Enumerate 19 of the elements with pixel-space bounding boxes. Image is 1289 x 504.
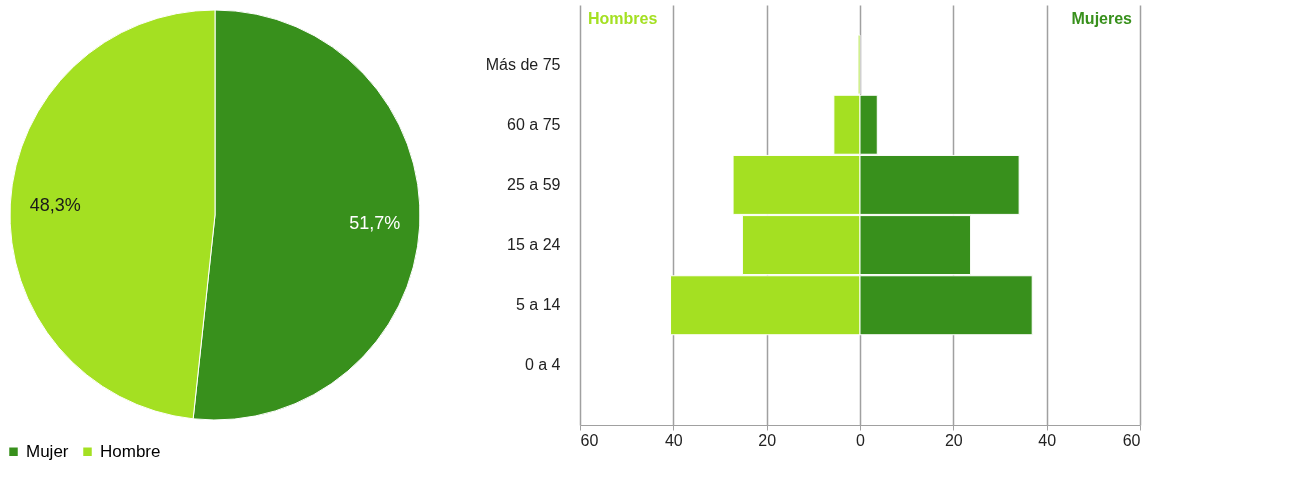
text: Mujeres bbox=[1071, 10, 1133, 27]
x-tick-label: 20 bbox=[944, 431, 963, 449]
x-tick-label: 40 bbox=[664, 431, 683, 449]
legend-label: Hombre bbox=[100, 441, 161, 461]
legend-label: Mujer bbox=[26, 441, 69, 461]
y-tick-label: Más de 75 bbox=[485, 55, 561, 73]
y-tick-label: 0 a 4 bbox=[524, 356, 561, 374]
x-tick-label: 60 bbox=[1122, 431, 1141, 449]
y-tick-label: 25 a 59 bbox=[507, 175, 561, 193]
y-tick-label: 5 a 14 bbox=[516, 296, 561, 314]
x-tick-label: 40 bbox=[1038, 431, 1057, 449]
text: Hombres bbox=[588, 10, 658, 27]
x-tick-label: 20 bbox=[758, 431, 777, 449]
data-label: 51,7% bbox=[349, 212, 401, 233]
y-tick-label: 15 a 24 bbox=[507, 236, 561, 254]
x-tick-label: 60 bbox=[580, 431, 599, 449]
y-tick-label: 60 a 75 bbox=[507, 115, 561, 133]
data-label: 48,3% bbox=[29, 195, 81, 216]
x-tick-label: 0 bbox=[856, 431, 866, 449]
